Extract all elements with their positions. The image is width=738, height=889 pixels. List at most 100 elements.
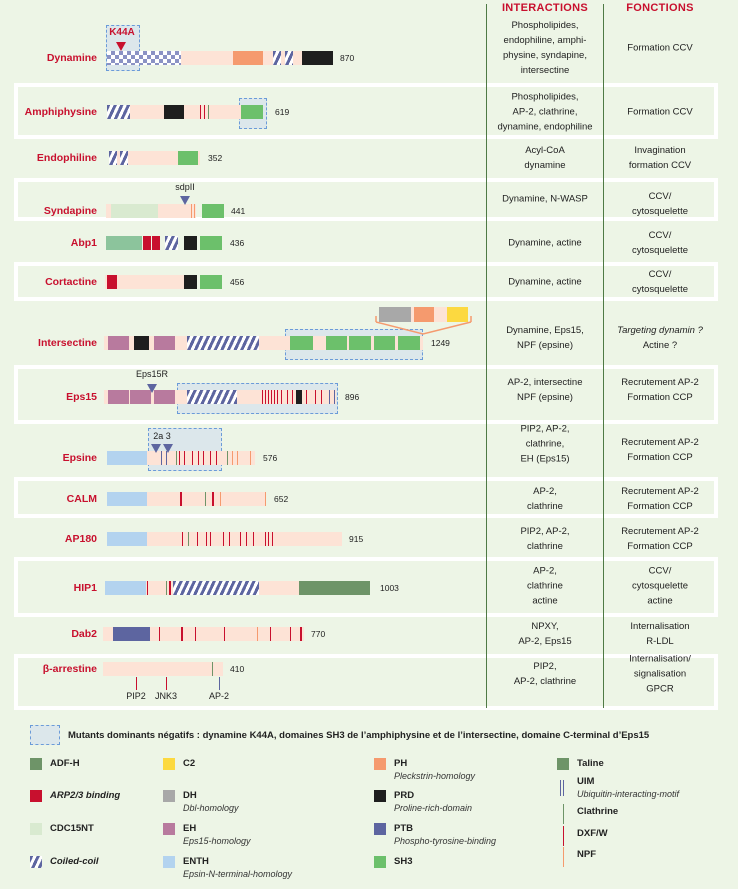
domain-segment: [200, 236, 222, 250]
epsin-sites-label: 2a 3: [153, 431, 171, 441]
function-line: Internalisation: [630, 621, 690, 632]
domain-segment: [108, 390, 129, 404]
motif-line: [270, 627, 272, 641]
interactions-text: PIP2, AP-2, clathrine, EH (Eps15): [520, 422, 569, 467]
legend-label: ADF-H: [50, 758, 80, 769]
motif-line: [265, 532, 267, 546]
motif-line: [237, 451, 239, 465]
motif-line: [204, 105, 206, 119]
legend-label: PH: [394, 758, 408, 769]
interaction-line: PIP2, AP-2,: [520, 526, 570, 537]
motif-line: [210, 451, 212, 465]
interaction-line: Phospholipides,: [511, 91, 579, 103]
domain-segment: [200, 275, 222, 289]
interaction-line: Dynamine, actine: [508, 237, 582, 249]
interaction-line: Dynamine, actine: [508, 276, 582, 288]
motif-line: [292, 390, 294, 404]
functions-text: CCV/cytosquelette: [632, 267, 688, 297]
coiled-coil-domain: [187, 390, 237, 404]
legend-label: CDC15NT: [50, 823, 94, 834]
motif-line: [176, 451, 178, 465]
legend-swatch: [374, 758, 386, 770]
interaction-line: dynamine, endophiline: [497, 121, 593, 133]
protein-length: 410: [230, 664, 245, 674]
row-highlight-box: [14, 365, 718, 424]
motif-line: [272, 532, 274, 546]
protein-name: Syndapine: [43, 205, 97, 217]
function-line: signalisation: [633, 668, 687, 680]
motif-line: [212, 662, 214, 676]
motif-line: [250, 451, 252, 465]
coiled-coil-domain: [109, 151, 117, 165]
binding-site-stem: [166, 677, 167, 690]
functions-text: Internalisation/signalisation GPCR: [629, 652, 691, 697]
legend-label: PTB: [394, 823, 413, 834]
motif-line: [191, 204, 193, 218]
interactions-text: Phospholipides, endophiline, amphi-physin…: [503, 18, 587, 78]
sdpii-marker-icon: [180, 196, 190, 205]
protein-name: Amphiphysine: [24, 106, 97, 118]
motif-line: [300, 627, 302, 641]
protein-backbone: [109, 151, 200, 165]
coiled-coil-domain: [120, 151, 128, 165]
motif-line: [197, 532, 199, 546]
function-line: Formation CCP: [627, 452, 693, 463]
motif-line: [179, 451, 181, 465]
motif-line: [232, 451, 234, 465]
row-highlight-box: [14, 262, 718, 301]
coiled-coil-domain: [285, 51, 293, 65]
functions-text: CCV/cytosquelette: [632, 228, 688, 258]
functions-text: Recrutement AP-2 Formation CCP: [621, 435, 699, 465]
function-line: Formation CCP: [627, 541, 693, 552]
interaction-line: clathrine,: [525, 438, 565, 450]
function-line: Internalisation/: [629, 653, 691, 665]
interactions-text: AP-2, clathrine: [527, 484, 563, 514]
interaction-line: AP-2, clathrine: [513, 676, 577, 687]
jnk3-label: JNK3: [154, 691, 178, 701]
protein-backbone: [107, 105, 263, 119]
column-divider: [603, 4, 604, 708]
interaction-line: AP-2, Eps15: [518, 636, 572, 647]
coiled-coil-domain: [173, 581, 259, 595]
domain-segment: [296, 390, 302, 404]
functions-text: Recrutement AP-2 Formation CCP: [621, 484, 699, 514]
motif-line: [208, 105, 210, 119]
legend-swatch: [374, 790, 386, 802]
domain-segment: [107, 532, 147, 546]
interactions-text: AP-2, clathrine actine: [527, 564, 563, 609]
sdpii-label: sdpII: [175, 182, 195, 192]
interaction-line: Dynamine, Eps15,: [506, 325, 584, 336]
interaction-line: AP-2,: [533, 565, 557, 577]
motif-line: [188, 532, 190, 546]
c2-domain: [447, 307, 468, 322]
legend-swatch: [374, 823, 386, 835]
interaction-line: Phospholipides,: [511, 20, 579, 31]
interaction-line: AP-2, clathrine,: [512, 106, 578, 118]
interaction-line: Dynamine, N-WASP: [502, 193, 588, 205]
interaction-line: physine, syndapine,: [503, 50, 587, 61]
protein-length: 870: [340, 53, 355, 63]
legend-swatch: [163, 856, 175, 868]
interactions-text: Phospholipides, AP-2, clathrine, dynamine,…: [497, 90, 592, 135]
legend-description: Pleckstrin-homology: [394, 771, 476, 781]
domain-segment: [202, 204, 224, 218]
function-line: Formation CCP: [627, 501, 693, 512]
function-line: CCV/: [648, 269, 672, 280]
legend-swatch: [30, 790, 42, 802]
motif-line-icon: [563, 826, 564, 846]
motif-line: [192, 451, 194, 465]
protein-length: 441: [231, 206, 246, 216]
interaction-line: NPF (epsine): [517, 392, 573, 403]
interaction-line: EH (Eps15): [520, 453, 570, 465]
domain-segment: [154, 390, 175, 404]
domain-segment: [178, 151, 198, 165]
functions-text: Formation CCV: [627, 41, 692, 56]
domain-segment: [152, 236, 160, 250]
motif-line: [210, 532, 212, 546]
domain-segment: [302, 51, 333, 65]
motif-line: [181, 627, 184, 641]
motif-line: [195, 627, 197, 641]
interaction-line: PIP2,: [533, 661, 557, 672]
row-highlight-box: [14, 557, 718, 617]
coiled-coil-domain: [273, 51, 281, 65]
